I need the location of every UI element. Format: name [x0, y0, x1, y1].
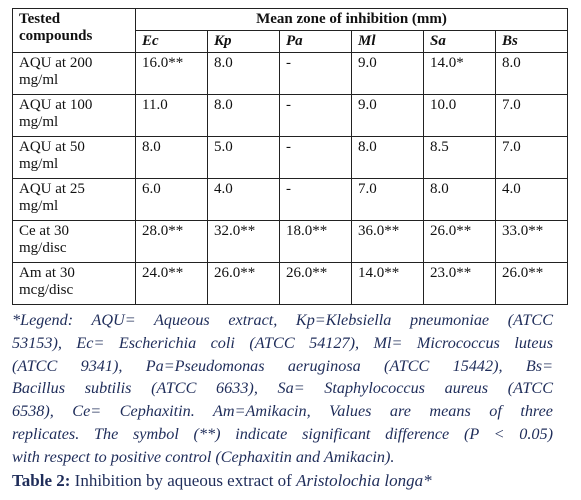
value-cell: 26.0** — [423, 220, 496, 263]
legend-line: (ATCC 9341), Pa=Pseudomonas aeruginosa (… — [12, 356, 553, 375]
header-row: Tested compounds Mean zone of inhibition… — [12, 8, 568, 53]
value-cell: 8.0 — [207, 52, 280, 95]
column-header: Ec — [135, 30, 208, 53]
row-label-cell: AQU at 25 mg/ml — [12, 178, 136, 221]
value-cell: 18.0** — [279, 220, 352, 263]
row-label: AQU at 200 mg/ml — [19, 55, 93, 88]
row-label-cell: Ce at 30 mg/disc — [12, 220, 136, 263]
caption: Table 2: Inhibition by aqueous extract o… — [12, 471, 432, 491]
value-cell: 8.5 — [423, 136, 496, 179]
row-label-cell: Am at 30 mcg/disc — [12, 262, 136, 305]
row-label: AQU at 100 mg/ml — [19, 97, 93, 130]
header-row: Ec Kp Pa Ml Sa Bs — [13, 30, 568, 53]
group-header: Mean zone of inhibition (mm) — [135, 8, 568, 31]
row-label-cell: AQU at 100 mg/ml — [12, 94, 136, 137]
column-header: Ml — [351, 30, 424, 53]
value-cell: 8.0 — [423, 178, 496, 221]
row-label: Am at 30 mcg/disc — [19, 265, 75, 298]
value-cell: 36.0** — [351, 220, 424, 263]
legend: *Legend: AQU= Aqueous extract, Kp=Klebsi… — [12, 309, 553, 469]
value-cell: 10.0 — [423, 94, 496, 137]
row-label: AQU at 50 mg/ml — [19, 139, 85, 172]
value-cell: 8.0 — [495, 52, 568, 95]
legend-line: *Legend: AQU= Aqueous extract, Kp=Klebsi… — [12, 311, 553, 329]
value-cell: 4.0 — [495, 178, 568, 221]
header-cell: Tested compounds — [12, 8, 136, 53]
value-cell: 7.0 — [495, 136, 568, 179]
value-cell: 32.0** — [207, 220, 280, 263]
column-header: Sa — [423, 30, 496, 53]
caption-label: Table 2: — [12, 471, 71, 490]
value-cell: 24.0** — [135, 262, 208, 305]
value-cell: - — [279, 178, 352, 221]
value-cell: 8.0 — [135, 136, 208, 179]
value-cell: 9.0 — [351, 94, 424, 137]
row-label: AQU at 25 mg/ml — [19, 181, 85, 214]
row-label-cell: AQU at 200 mg/ml — [12, 52, 136, 95]
table-row: AQU at 100 mg/ml 11.0 8.0-9.0 10.0 7.0 — [12, 94, 568, 137]
table-row: AQU at 50 mg/ml 8.0 5.0-8.0 8.5 7.0 — [12, 136, 568, 179]
value-cell: 7.0 — [351, 178, 424, 221]
value-cell: 7.0 — [495, 94, 568, 137]
value-cell: 26.0** — [279, 262, 352, 305]
value-cell: 6.0 — [135, 178, 208, 221]
value-cell: 14.0* — [423, 52, 496, 95]
column-header: Kp — [207, 30, 280, 53]
value-cell: 11.0 — [135, 94, 208, 137]
caption-text: Inhibition by aqueous extract of — [74, 471, 292, 490]
data-table: Tested compounds Mean zone of inhibition… — [12, 8, 568, 305]
value-cell: 14.0** — [351, 262, 424, 305]
value-cell: 16.0** — [135, 52, 208, 95]
table-row: AQU at 200 mg/ml 16.0** 8.0-9.0 14.0* 8.0 — [12, 52, 568, 95]
table-row: AQU at 25 mg/ml 6.0 4.0-7.0 8.0 4.0 — [12, 178, 568, 221]
legend-line: Bacillus subtilis (ATCC 6633), Sa= Staph… — [12, 379, 553, 398]
value-cell: 33.0** — [495, 220, 568, 263]
table-body: AQU at 200 mg/ml 16.0** 8.0-9.0 14.0* 8.0 AQU… — [12, 52, 568, 305]
column-header: Pa — [279, 30, 352, 53]
table-row: Ce at 30 mg/disc 28.0** 32.0** 18.0** 36.0**… — [12, 220, 568, 263]
value-cell: 5.0 — [207, 136, 280, 179]
value-cell: 9.0 — [351, 52, 424, 95]
legend-line: with respect to positive control (Cephax… — [12, 447, 395, 466]
header-text: Tested compounds — [19, 11, 93, 44]
legend-line: 53153), Ec= Escherichia coli (ATCC 54127… — [12, 333, 553, 352]
table-row: Am at 30 mcg/disc 24.0** 26.0** 26.0** 14.0*… — [12, 262, 568, 305]
legend-line: replicates. The symbol (**) indicate sig… — [12, 424, 553, 443]
value-cell: 4.0 — [207, 178, 280, 221]
value-cell: 28.0** — [135, 220, 208, 263]
caption-species: Aristolochia longa* — [296, 471, 432, 490]
value-cell: 26.0** — [495, 262, 568, 305]
column-header: Bs — [495, 30, 568, 53]
row-label: Ce at 30 mg/disc — [19, 223, 69, 256]
value-cell: 23.0** — [423, 262, 496, 305]
legend-line: 6538), Ce= Cephaxitin. Am=Amikacin, Valu… — [12, 402, 553, 421]
value-cell: - — [279, 94, 352, 137]
value-cell: - — [279, 52, 352, 95]
value-cell: 26.0** — [207, 262, 280, 305]
value-cell: 8.0 — [207, 94, 280, 137]
row-label-cell: AQU at 50 mg/ml — [12, 136, 136, 179]
value-cell: - — [279, 136, 352, 179]
value-cell: 8.0 — [351, 136, 424, 179]
